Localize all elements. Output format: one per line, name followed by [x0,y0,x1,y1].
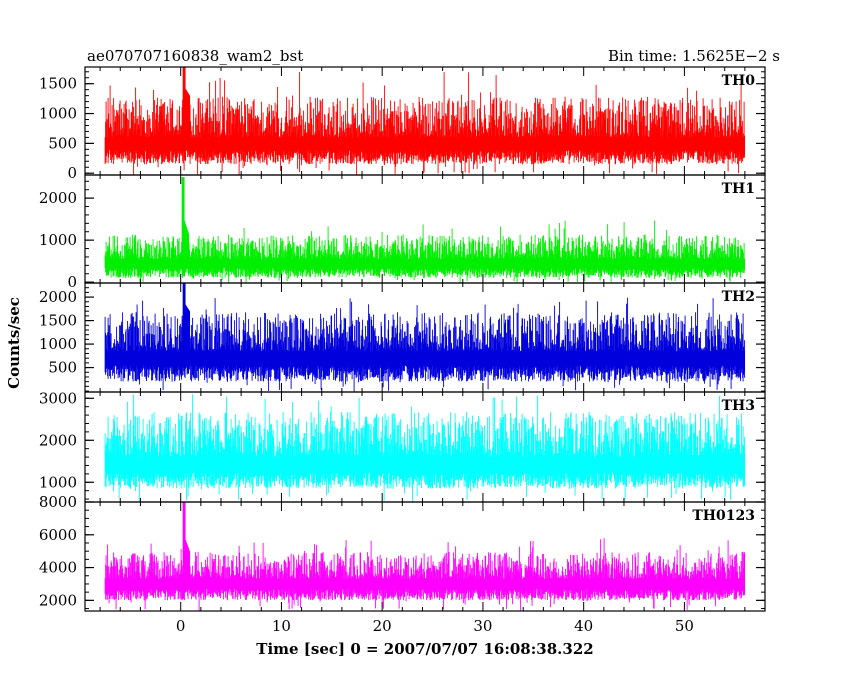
panel-label-th3: TH3 [722,398,755,414]
y-tick-label-th0123: 6000 [39,526,77,544]
panel-label-th2: TH2 [722,289,755,305]
y-tick-label-th0123: 8000 [39,493,77,511]
y-tick-label-th1: 0 [67,273,77,291]
y-tick-label-th0: 0 [67,164,77,182]
x-tick-label: 30 [473,617,492,635]
y-tick-label-th0: 500 [48,134,77,152]
panel-th0: 0 500 1000 1500 TH0 [39,66,766,182]
y-tick-label-th0: 1000 [39,105,77,123]
y-tick-label-th0123: 2000 [39,591,77,609]
x-tick-label: 20 [373,617,392,635]
y-tick-label-th0123: 4000 [39,559,77,577]
x-tick-label: 10 [272,617,291,635]
y-tick-label-th3: 1000 [39,473,77,491]
y-tick-label-th2: 1500 [39,312,77,330]
panel-label-th0123: TH0123 [692,508,755,524]
panel-label-th0: TH0 [722,73,756,89]
y-axis-title: Counts/sec [5,297,23,389]
y-tick-label-th2: 500 [48,359,77,377]
y-tick-label-th1: 2000 [39,189,77,207]
series-th2-trace [104,283,746,392]
x-tick-label: 40 [574,617,593,635]
y-tick-label-th3: 2000 [39,431,77,449]
panel-th1: 0 1000 2000 TH1 [39,174,766,291]
series-th0123-trace [104,502,746,611]
x-tick-label: 0 [176,617,186,635]
series-th0-trace [104,67,746,175]
bin-time-label: Bin time: 1.5625E−2 s [608,47,780,65]
y-tick-label-th3: 3000 [39,389,77,407]
panel-th0123: 2000 4000 6000 8000 TH0123 [39,493,766,612]
y-tick-label-th0: 1500 [39,75,77,93]
panel-th2: 500 1000 1500 2000 TH2 [39,282,766,393]
chart-title: ae070707160838_wam2_bst [87,47,303,65]
panel-frame-th0123 [84,501,766,612]
x-axis-title: Time [sec] 0 = 2007/07/07 16:08:38.322 [256,640,593,658]
panel-th3: 1000 2000 3000 TH3 [39,389,766,503]
x-tick-label: 50 [675,617,694,635]
series-th3-trace [104,394,746,502]
y-tick-label-th1: 1000 [39,231,77,249]
y-tick-label-th2: 1000 [39,335,77,353]
y-tick-label-th2: 2000 [39,288,77,306]
series-th1-trace [104,177,746,283]
panel-label-th1: TH1 [722,181,755,197]
